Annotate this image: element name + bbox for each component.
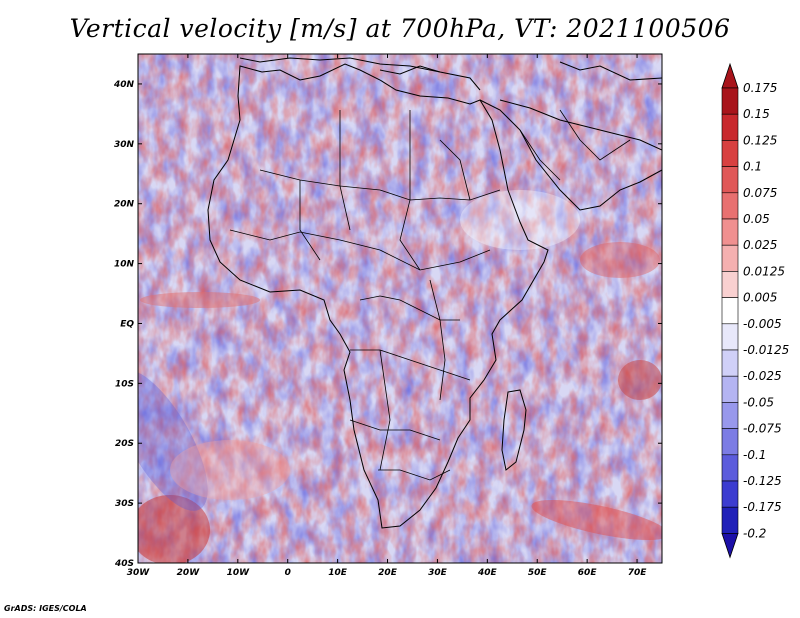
coastlines — [207, 57, 662, 529]
colorbar-label: 0.15 — [743, 107, 770, 121]
lat-tick-label: 30S — [115, 499, 134, 509]
colorbar-label: 0.175 — [743, 81, 777, 95]
lat-tick-label: 40N — [113, 80, 135, 90]
colorbar-label: -0.075 — [743, 422, 782, 436]
lat-tick-label: 10N — [114, 260, 135, 270]
colorbar-swatch — [721, 244, 739, 272]
colorbar-label: 0.1 — [743, 160, 762, 174]
lon-tick-label: 30E — [428, 568, 448, 578]
colorbar-label: -0.05 — [743, 395, 774, 409]
colorbar-label: -0.175 — [743, 500, 782, 514]
lon-tick-label: 60E — [578, 568, 598, 578]
lat-tick-label: EQ — [120, 319, 134, 329]
lon-tick-label: 30W — [127, 568, 151, 578]
colorbar-swatch — [721, 402, 739, 429]
colorbar-swatch — [721, 87, 739, 115]
colorbar-swatch — [721, 349, 739, 377]
lon-tick-label: 20W — [177, 568, 201, 578]
colorbar-label: -0.1 — [743, 448, 766, 462]
colorbar-swatch — [721, 454, 739, 482]
lat-tick-label: 40S — [114, 559, 134, 569]
map-title: Vertical velocity [m/s] at 700hPa, VT: 2… — [69, 14, 731, 43]
lat-tick-label: 30N — [114, 140, 135, 150]
colorbar-swatch — [721, 428, 739, 456]
colorbar-label: -0.125 — [743, 474, 782, 488]
colorbar-label: -0.0125 — [743, 343, 789, 357]
colorbar-label: 0.125 — [743, 133, 777, 147]
lon-tick-label: 0 — [285, 568, 291, 578]
colorbar-swatch — [721, 192, 739, 220]
lat-tick-label: 10S — [115, 379, 134, 389]
colorbar-swatch — [721, 140, 739, 167]
lat-tick-label: 20S — [115, 439, 134, 449]
colorbar-label: 0.05 — [743, 212, 770, 226]
colorbar-label: -0.025 — [743, 369, 782, 383]
lon-tick-label: 40E — [477, 568, 498, 578]
colorbar-label: 0.005 — [743, 291, 777, 305]
lat-tick-label: 20N — [114, 200, 135, 210]
colorbar-label: -0.005 — [743, 317, 782, 331]
colorbar-swatch — [721, 323, 739, 351]
colorbar-label: 0.025 — [743, 238, 777, 252]
lon-tick-label: 70E — [628, 568, 648, 578]
colorbar-swatch — [721, 297, 739, 325]
colorbar-swatch — [721, 375, 739, 403]
lon-tick-label: 50E — [528, 568, 548, 578]
country-borders — [229, 109, 631, 481]
vertical-velocity-field — [138, 54, 662, 563]
colorbar-swatch — [721, 218, 739, 246]
grads-credit: GrADS: IGES/COLA — [4, 604, 87, 613]
colorbar-swatch — [721, 166, 739, 194]
colorbar-swatch — [721, 506, 739, 534]
colorbar-label: 0.0125 — [743, 264, 785, 278]
colorbar-label: -0.2 — [743, 526, 766, 540]
colorbar-swatch — [721, 480, 739, 508]
lon-tick-label: 20E — [378, 568, 398, 578]
colorbar-bottom-arrow — [721, 533, 739, 559]
latitude-axis: 40N 30N 20N 10N EQ 10S 20S 30S 40S — [113, 80, 662, 569]
longitude-axis: 30W 20W 10W 0 10E 20E 30E 40E 50E 60E 70E — [127, 54, 647, 578]
colorbar-swatch — [721, 113, 739, 141]
lon-tick-label: 10W — [227, 568, 251, 578]
colorbar-top-arrow — [721, 62, 739, 89]
colorbar-swatch — [721, 271, 739, 298]
colorbar: 0.175 0.15 0.125 0.1 0.075 0.05 0.025 0.0125 0.0… — [721, 62, 789, 559]
colorbar-label: 0.075 — [743, 186, 777, 200]
plot-frame — [137, 53, 663, 564]
lon-tick-label: 10E — [328, 568, 348, 578]
